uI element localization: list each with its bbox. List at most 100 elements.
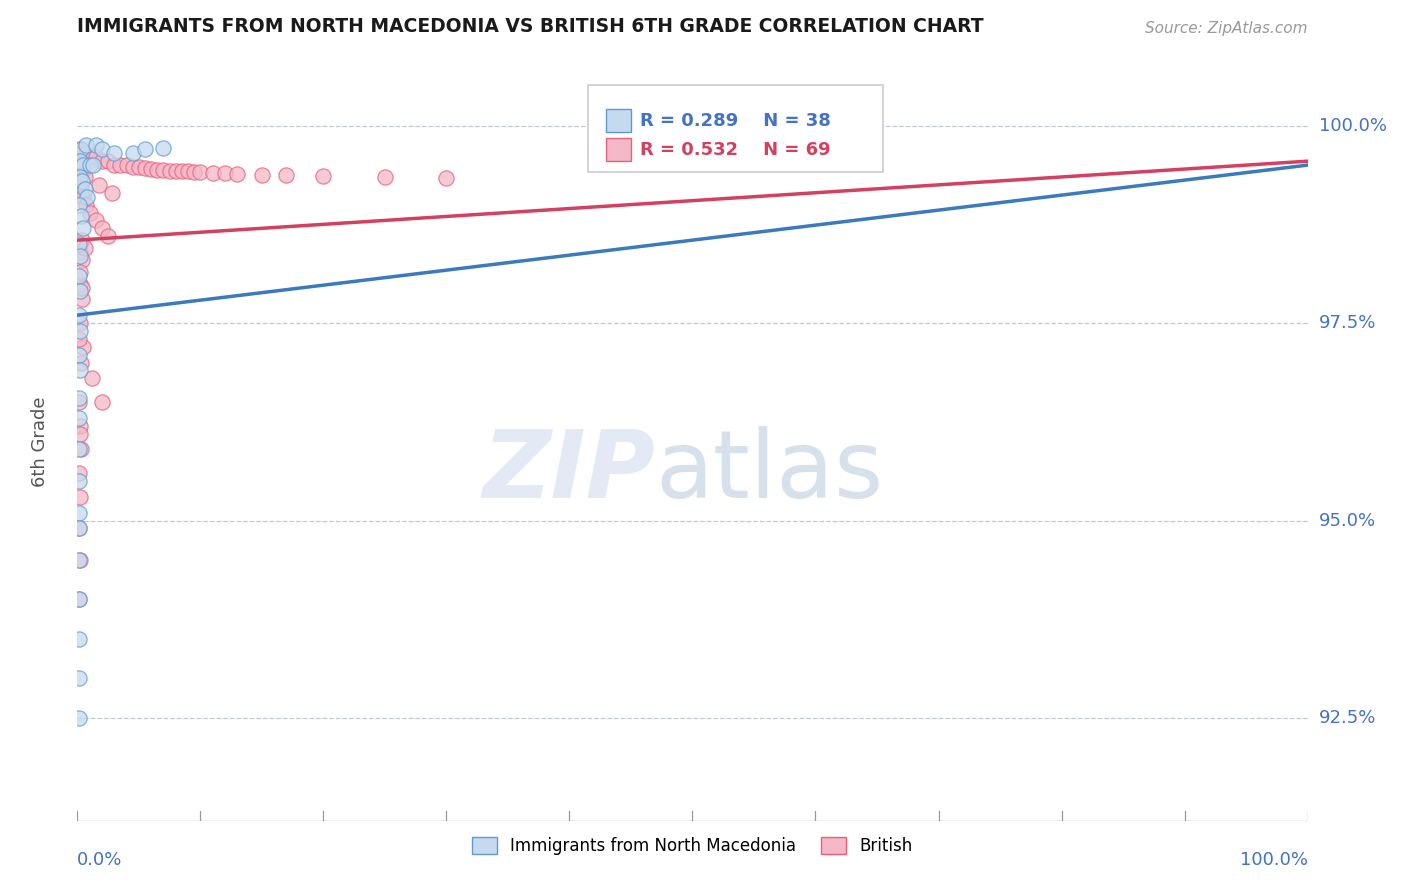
Point — [67, 391, 90, 405]
Point — [72, 190, 94, 204]
Point — [69, 426, 91, 441]
Text: ZIP: ZIP — [482, 425, 655, 518]
Point — [67, 553, 90, 567]
Point — [70, 252, 93, 267]
Point — [201, 166, 224, 180]
Text: R = 0.532    N = 69: R = 0.532 N = 69 — [640, 141, 830, 159]
Point — [69, 169, 91, 184]
FancyBboxPatch shape — [606, 138, 631, 161]
Point — [134, 161, 156, 176]
Point — [90, 395, 114, 409]
Point — [82, 158, 104, 172]
Text: atlas: atlas — [655, 425, 884, 518]
Text: R = 0.289    N = 38: R = 0.289 N = 38 — [640, 112, 831, 130]
Point — [67, 592, 90, 607]
Point — [67, 521, 90, 535]
Point — [76, 190, 98, 204]
Point — [69, 418, 91, 433]
Point — [70, 233, 93, 247]
Point — [67, 474, 90, 488]
Point — [89, 178, 111, 192]
Point — [90, 142, 114, 156]
Point — [67, 592, 90, 607]
Point — [165, 163, 187, 178]
Point — [70, 355, 93, 369]
Point — [69, 244, 91, 259]
Text: 100.0%: 100.0% — [1319, 117, 1386, 135]
Point — [69, 490, 91, 504]
Point — [72, 340, 94, 354]
Point — [183, 165, 205, 179]
Point — [177, 164, 200, 178]
Point — [103, 146, 125, 161]
Point — [72, 162, 94, 177]
Point — [97, 154, 120, 169]
Point — [75, 146, 97, 161]
Point — [69, 553, 91, 567]
Point — [67, 466, 90, 480]
Point — [70, 142, 93, 156]
Text: 92.5%: 92.5% — [1319, 709, 1376, 727]
Point — [67, 332, 90, 346]
Point — [70, 210, 93, 224]
Point — [69, 154, 91, 169]
Point — [75, 138, 97, 153]
Text: Source: ZipAtlas.com: Source: ZipAtlas.com — [1144, 21, 1308, 36]
Point — [188, 165, 212, 179]
Point — [90, 154, 114, 169]
Point — [67, 632, 90, 646]
Point — [79, 158, 101, 172]
Point — [121, 160, 143, 174]
Point — [67, 506, 90, 520]
Point — [75, 197, 97, 211]
Text: IMMIGRANTS FROM NORTH MACEDONIA VS BRITISH 6TH GRADE CORRELATION CHART: IMMIGRANTS FROM NORTH MACEDONIA VS BRITI… — [77, 17, 984, 36]
Point — [152, 141, 174, 155]
Point — [159, 163, 181, 178]
Point — [79, 205, 101, 219]
Point — [436, 170, 458, 185]
Point — [73, 182, 96, 196]
FancyBboxPatch shape — [588, 85, 883, 172]
Point — [276, 169, 298, 183]
Point — [69, 316, 91, 330]
Point — [67, 711, 90, 725]
Point — [830, 136, 852, 150]
Point — [69, 154, 91, 169]
Point — [69, 265, 91, 279]
Point — [69, 142, 91, 156]
Point — [84, 213, 107, 227]
Point — [67, 395, 90, 409]
Point — [97, 229, 120, 244]
Text: 95.0%: 95.0% — [1319, 511, 1376, 530]
Point — [250, 168, 273, 182]
Point — [67, 197, 90, 211]
Point — [90, 221, 114, 235]
Point — [146, 162, 169, 177]
Point — [69, 249, 91, 263]
Point — [69, 285, 91, 299]
Text: 0.0%: 0.0% — [77, 851, 122, 869]
Point — [134, 142, 156, 156]
Point — [72, 158, 94, 172]
Point — [121, 146, 143, 161]
Point — [70, 146, 93, 161]
Point — [69, 277, 91, 291]
Point — [67, 348, 90, 362]
Point — [214, 166, 236, 180]
Point — [67, 174, 90, 188]
Point — [69, 363, 91, 377]
Text: 100.0%: 100.0% — [1240, 851, 1308, 869]
Point — [115, 158, 138, 172]
Point — [170, 164, 193, 178]
Text: 6th Grade: 6th Grade — [31, 396, 49, 487]
Point — [70, 182, 93, 196]
Point — [82, 371, 104, 385]
Point — [84, 150, 107, 164]
Point — [84, 138, 107, 153]
Text: 97.5%: 97.5% — [1319, 314, 1376, 332]
Point — [152, 162, 174, 177]
Point — [67, 268, 90, 283]
Point — [75, 169, 97, 184]
Point — [70, 293, 93, 307]
Point — [141, 162, 163, 177]
